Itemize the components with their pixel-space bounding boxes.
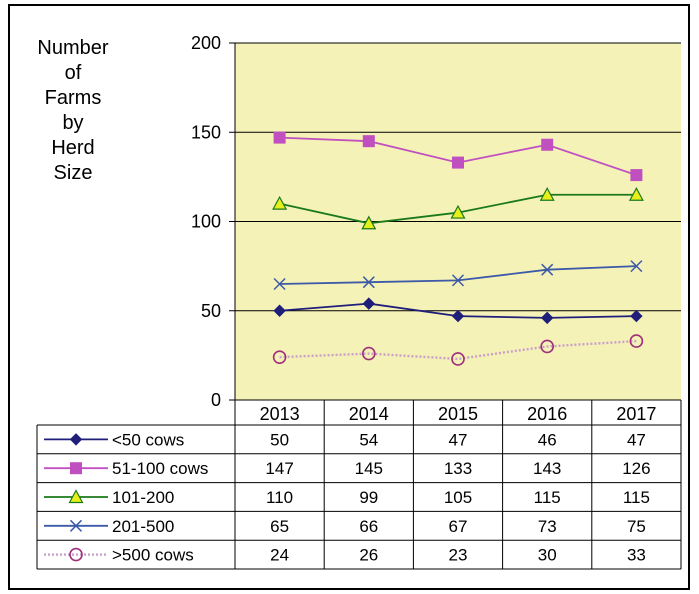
marker-diamond [451,309,465,323]
data-label: 126 [622,459,650,478]
marker-circle [272,350,287,364]
marker-triangle [539,186,555,201]
data-label: 133 [444,459,472,478]
marker-circle [451,352,465,366]
marker-x [451,274,465,287]
data-label: 115 [534,488,561,507]
marker-x [273,277,286,291]
legend-label: >500 cows [112,546,194,565]
marker-triangle [450,204,466,219]
data-label: 65 [270,517,289,536]
marker-circle [361,346,376,361]
legend-label: 101-200 [112,488,174,507]
data-label: 26 [359,546,378,565]
y-tick-label: 0 [211,390,221,410]
marker-x [541,263,554,276]
data-label: 115 [623,488,650,507]
data-label: 33 [627,546,646,565]
data-label: 47 [627,430,646,449]
marker-triangle [628,186,644,201]
data-label: 50 [270,430,289,449]
marker-diamond [540,311,554,325]
data-label: 24 [270,546,289,565]
marker-x [69,519,83,532]
data-label: 67 [449,517,468,536]
y-tick-label: 150 [191,122,221,142]
marker-diamond [69,433,83,446]
x-category-label: 2016 [527,404,567,424]
marker-x [362,276,375,289]
data-label: 73 [538,517,557,536]
y-tick-label: 200 [191,33,221,53]
data-label: 23 [449,546,468,565]
marker-diamond [362,297,376,310]
data-label: 147 [265,459,293,478]
x-category-label: 2017 [616,404,656,424]
marker-square [273,131,286,144]
data-label: 105 [444,488,472,507]
marker-triangle [272,195,288,210]
marker-square [362,135,375,148]
marker-circle [629,334,644,348]
marker-square [452,156,464,169]
marker-diamond [273,304,286,317]
x-category-label: 2014 [349,404,389,424]
marker-triangle [68,489,84,504]
legend-label: 201-500 [112,517,174,536]
data-label: 99 [359,488,378,507]
data-label: 47 [449,430,468,449]
data-label: 143 [533,459,561,478]
legend-label: 51-100 cows [112,459,208,478]
marker-circle [540,339,555,354]
marker-square [630,169,643,182]
data-label: 46 [538,430,557,449]
marker-circle [69,547,83,562]
x-category-label: 2015 [438,404,478,424]
data-label: 30 [538,546,557,565]
marker-square [541,138,554,151]
marker-x [630,260,643,273]
marker-diamond [630,309,643,323]
data-label: 145 [355,459,383,478]
data-label: 66 [359,517,378,536]
y-tick-label: 50 [201,301,221,321]
y-axis-label: Number of Farms by Herd Size [37,37,109,184]
x-category-label: 2013 [260,404,300,424]
data-label: 54 [359,430,378,449]
legend-label: <50 cows [112,430,184,449]
data-label: 110 [266,488,293,507]
marker-square [70,462,82,475]
y-tick-label: 100 [191,212,221,232]
marker-triangle [361,215,377,230]
data-label: 75 [627,517,646,536]
